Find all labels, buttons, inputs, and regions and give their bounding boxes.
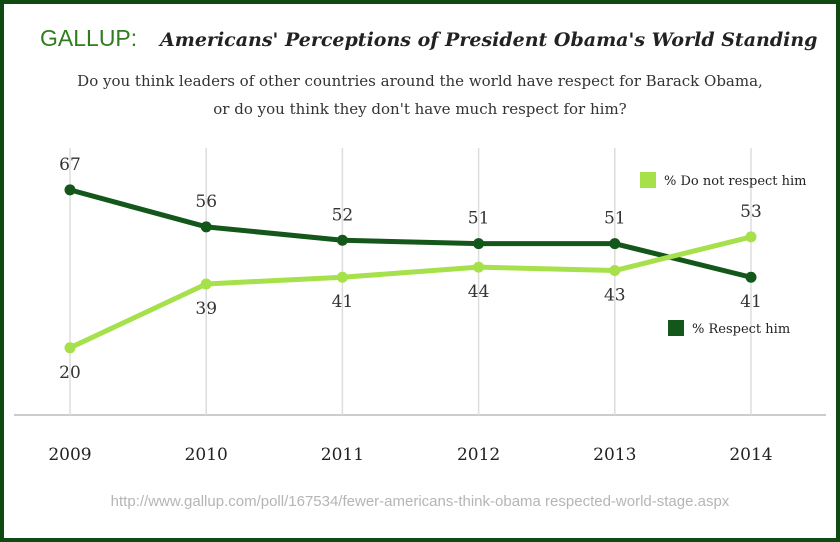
brand: GALLUP: xyxy=(40,25,137,51)
legend-label: % Respect him xyxy=(692,322,790,337)
data-label: 41 xyxy=(740,292,762,312)
series-line xyxy=(68,234,752,351)
series-line xyxy=(69,187,752,280)
legend-label: % Do not respect him xyxy=(664,174,807,189)
point xyxy=(745,271,757,283)
data-label: 53 xyxy=(740,202,762,222)
point xyxy=(609,238,621,250)
data-label: 20 xyxy=(59,363,81,383)
subtitle: or do you think they don't have much res… xyxy=(213,100,626,118)
point xyxy=(200,278,212,290)
point xyxy=(64,184,76,196)
point xyxy=(336,271,348,283)
data-label: 52 xyxy=(332,205,354,225)
point xyxy=(473,238,485,250)
x-tick-label: 2013 xyxy=(593,445,636,465)
data-label: 39 xyxy=(195,299,217,319)
point xyxy=(473,261,485,273)
subtitle: Do you think leaders of other countries … xyxy=(77,72,763,90)
x-tick-label: 2011 xyxy=(321,445,364,465)
x-tick-label: 2010 xyxy=(185,445,228,465)
data-label: 51 xyxy=(468,209,490,229)
data-label: 67 xyxy=(59,155,81,175)
x-tick-label: 2012 xyxy=(457,445,500,465)
legend-swatch xyxy=(640,172,656,188)
chart-title: Americans' Perceptions of President Obam… xyxy=(158,29,817,51)
source: http://www.gallup.com/poll/167534/fewer-… xyxy=(111,493,730,510)
data-label: 56 xyxy=(195,192,217,212)
point xyxy=(336,234,348,246)
data-label: 43 xyxy=(604,286,626,306)
point xyxy=(64,342,76,354)
point xyxy=(745,231,757,243)
x-tick-label: 2009 xyxy=(48,445,91,465)
legend-swatch xyxy=(668,320,684,336)
data-label: 51 xyxy=(604,209,626,229)
point xyxy=(200,221,212,233)
data-label: 41 xyxy=(332,292,354,312)
x-tick-label: 2014 xyxy=(729,445,772,465)
point xyxy=(609,265,621,277)
data-label: 44 xyxy=(468,282,490,302)
